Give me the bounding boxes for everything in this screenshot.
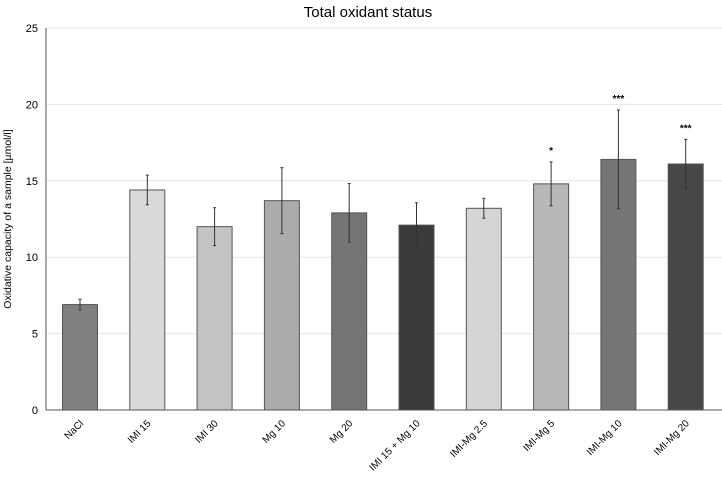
y-tick-label: 5: [32, 329, 38, 341]
bar: [263, 200, 300, 411]
y-tick-label: 25: [26, 23, 38, 35]
y-tick-label: 0: [32, 405, 38, 417]
y-axis-label: Oxidative capacity of a sample [µmol/l]: [2, 129, 14, 308]
bar: [62, 304, 98, 411]
bar: [667, 163, 704, 411]
x-tick-label: Mg 20: [328, 418, 356, 446]
bar: [196, 226, 233, 411]
x-tick-label: NaCl: [63, 418, 87, 442]
bar: [465, 207, 502, 411]
x-tick-label: IMI-Mg 5: [522, 418, 558, 454]
chart-title: Total oxidant status: [304, 4, 432, 21]
bar: [129, 189, 166, 411]
x-tick-label: Mg 10: [261, 418, 289, 446]
bar: [331, 212, 368, 411]
x-tick-label: IMI 15 + Mg 10: [367, 418, 422, 473]
significance-marker: *: [549, 146, 553, 157]
x-tick-label: IMI-Mg 2.5: [448, 418, 490, 460]
significance-marker: ***: [613, 94, 625, 105]
x-tick-label: IMI-Mg 20: [652, 418, 692, 458]
x-tick-label: IMI 15: [126, 418, 154, 446]
significance-marker: ***: [680, 123, 692, 134]
y-tick-label: 10: [26, 252, 38, 264]
x-tick-label: IMI 30: [193, 418, 221, 446]
bar: [533, 183, 570, 411]
bar: [398, 224, 435, 411]
x-tick-label: IMI-Mg 10: [585, 418, 625, 458]
y-tick-label: 20: [26, 99, 38, 111]
y-tick-label: 15: [26, 176, 38, 188]
